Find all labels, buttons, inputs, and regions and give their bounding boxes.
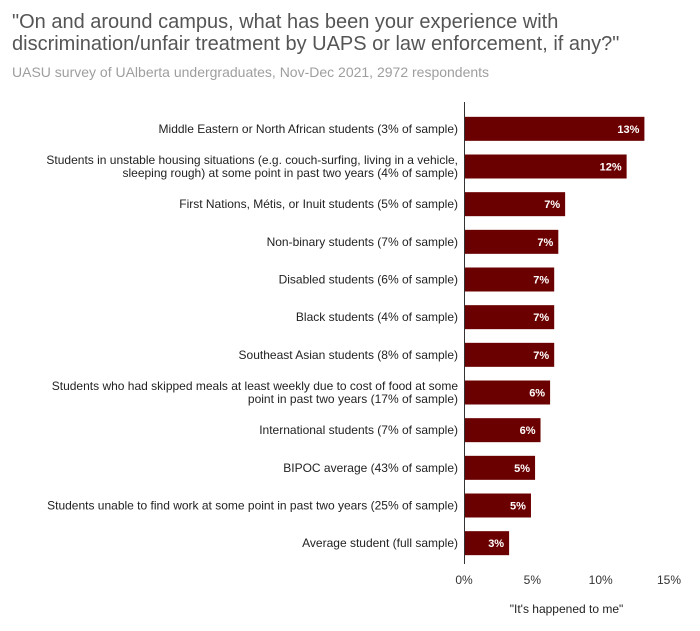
category-label: Middle Eastern or North African students… [159,122,458,136]
bar [465,418,541,443]
data-label: 7% [533,275,549,287]
x-tick-label: 15% [657,573,681,587]
category-label: sleeping rough) at some point in past tw… [122,166,458,180]
data-label: 7% [533,350,549,362]
bar [465,192,566,217]
data-label: 6% [520,425,536,437]
category-label: Average student (full sample) [302,536,458,550]
bar [465,229,559,254]
data-label: 5% [514,463,530,475]
data-label: 6% [529,388,545,400]
category-label: Non-binary students (7% of sample) [267,235,458,249]
chart-subtitle: UASU survey of UAlberta undergraduates, … [12,64,490,80]
bar [465,305,555,330]
data-label: 3% [488,538,504,550]
x-tick-label: 10% [589,573,613,587]
category-label: BIPOC average (43% of sample) [283,461,458,475]
bar [465,342,555,367]
bar [465,154,627,179]
bar [465,531,510,556]
category-label: Southeast Asian students (8% of sample) [239,348,458,362]
data-label: 5% [510,501,526,513]
data-label: 13% [617,124,639,136]
data-label: 7% [544,199,560,211]
bar [465,116,645,141]
category-label: Black students (4% of sample) [296,310,458,324]
bar [465,455,536,480]
x-tick-label: 5% [524,573,542,587]
data-label: 12% [600,162,622,174]
data-label: 7% [533,312,549,324]
bar [465,380,551,405]
x-tick-label: 0% [455,573,473,587]
category-label: point in past two years (17% of sample) [248,392,458,406]
category-label: Students unable to find work at some poi… [47,499,458,513]
x-axis-label: "It's happened to me" [510,602,624,616]
bar [465,267,555,292]
category-label: First Nations, Métis, or Inuit students … [179,197,458,211]
data-label: 7% [537,237,553,249]
category-label: International students (7% of sample) [259,423,458,437]
bar [465,493,531,518]
chart-title: "On and around campus, what has been you… [12,11,620,55]
category-label: Students who had skipped meals at least … [52,379,459,393]
category-label: Students in unstable housing situations … [46,153,458,167]
category-label: Disabled students (6% of sample) [279,273,458,287]
